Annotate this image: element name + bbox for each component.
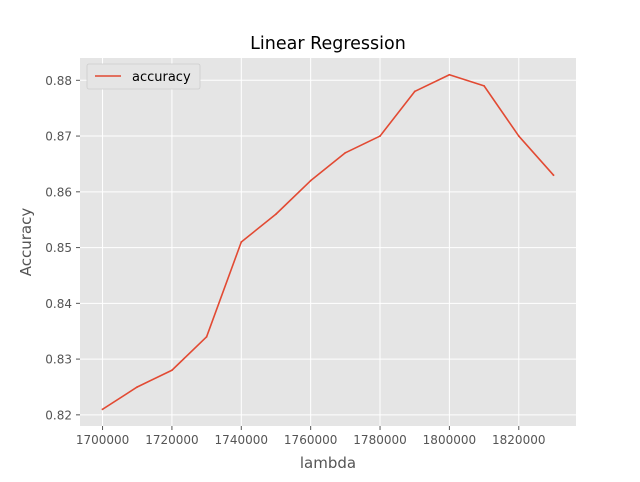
y-axis-label: Accuracy bbox=[17, 208, 35, 277]
x-tick-label: 1740000 bbox=[215, 433, 268, 447]
series-layer bbox=[101, 73, 555, 411]
data-point bbox=[205, 335, 208, 338]
data-point bbox=[379, 135, 381, 137]
data-point bbox=[413, 90, 416, 93]
chart-title: Linear Regression bbox=[250, 34, 406, 54]
data-point bbox=[552, 174, 555, 176]
x-tick-label: 1720000 bbox=[145, 433, 198, 447]
legend: accuracy bbox=[86, 63, 201, 90]
y-tick-label: 0.86 bbox=[45, 185, 72, 199]
horizontal-gridlines bbox=[80, 79, 576, 416]
x-tick-label: 1760000 bbox=[284, 433, 337, 447]
data-point bbox=[240, 241, 243, 243]
data-point bbox=[483, 84, 485, 87]
data-point bbox=[136, 386, 139, 388]
y-tick-label: 0.85 bbox=[45, 241, 72, 255]
legend-label-accuracy: accuracy bbox=[132, 70, 191, 85]
x-tick-label: 1780000 bbox=[353, 433, 406, 447]
y-tick-label: 0.84 bbox=[45, 297, 72, 311]
legend-box bbox=[86, 63, 201, 90]
plot-area bbox=[80, 58, 576, 426]
x-axis-ticks: 1700000 1720000 1740000 1760000 1780000 18000… bbox=[76, 426, 545, 447]
data-point bbox=[448, 73, 451, 76]
y-axis-ticks: 0.82 0.83 0.84 0.85 0.86 0.87 0.88 bbox=[45, 74, 80, 422]
x-tick-label: 1700000 bbox=[76, 433, 129, 447]
data-point bbox=[101, 408, 104, 411]
series-line-accuracy bbox=[101, 73, 555, 411]
data-point bbox=[309, 179, 312, 182]
y-tick-label: 0.82 bbox=[45, 408, 72, 422]
x-axis-label: lambda bbox=[300, 454, 356, 472]
y-tick-label: 0.83 bbox=[45, 353, 72, 367]
data-point bbox=[275, 213, 277, 216]
x-tick-label: 1800000 bbox=[423, 433, 476, 447]
data-point bbox=[517, 135, 520, 137]
data-point bbox=[344, 151, 347, 154]
y-tick-label: 0.88 bbox=[45, 74, 72, 88]
y-tick-label: 0.87 bbox=[45, 130, 72, 144]
x-tick-label: 1820000 bbox=[492, 433, 545, 447]
data-point bbox=[171, 369, 173, 372]
